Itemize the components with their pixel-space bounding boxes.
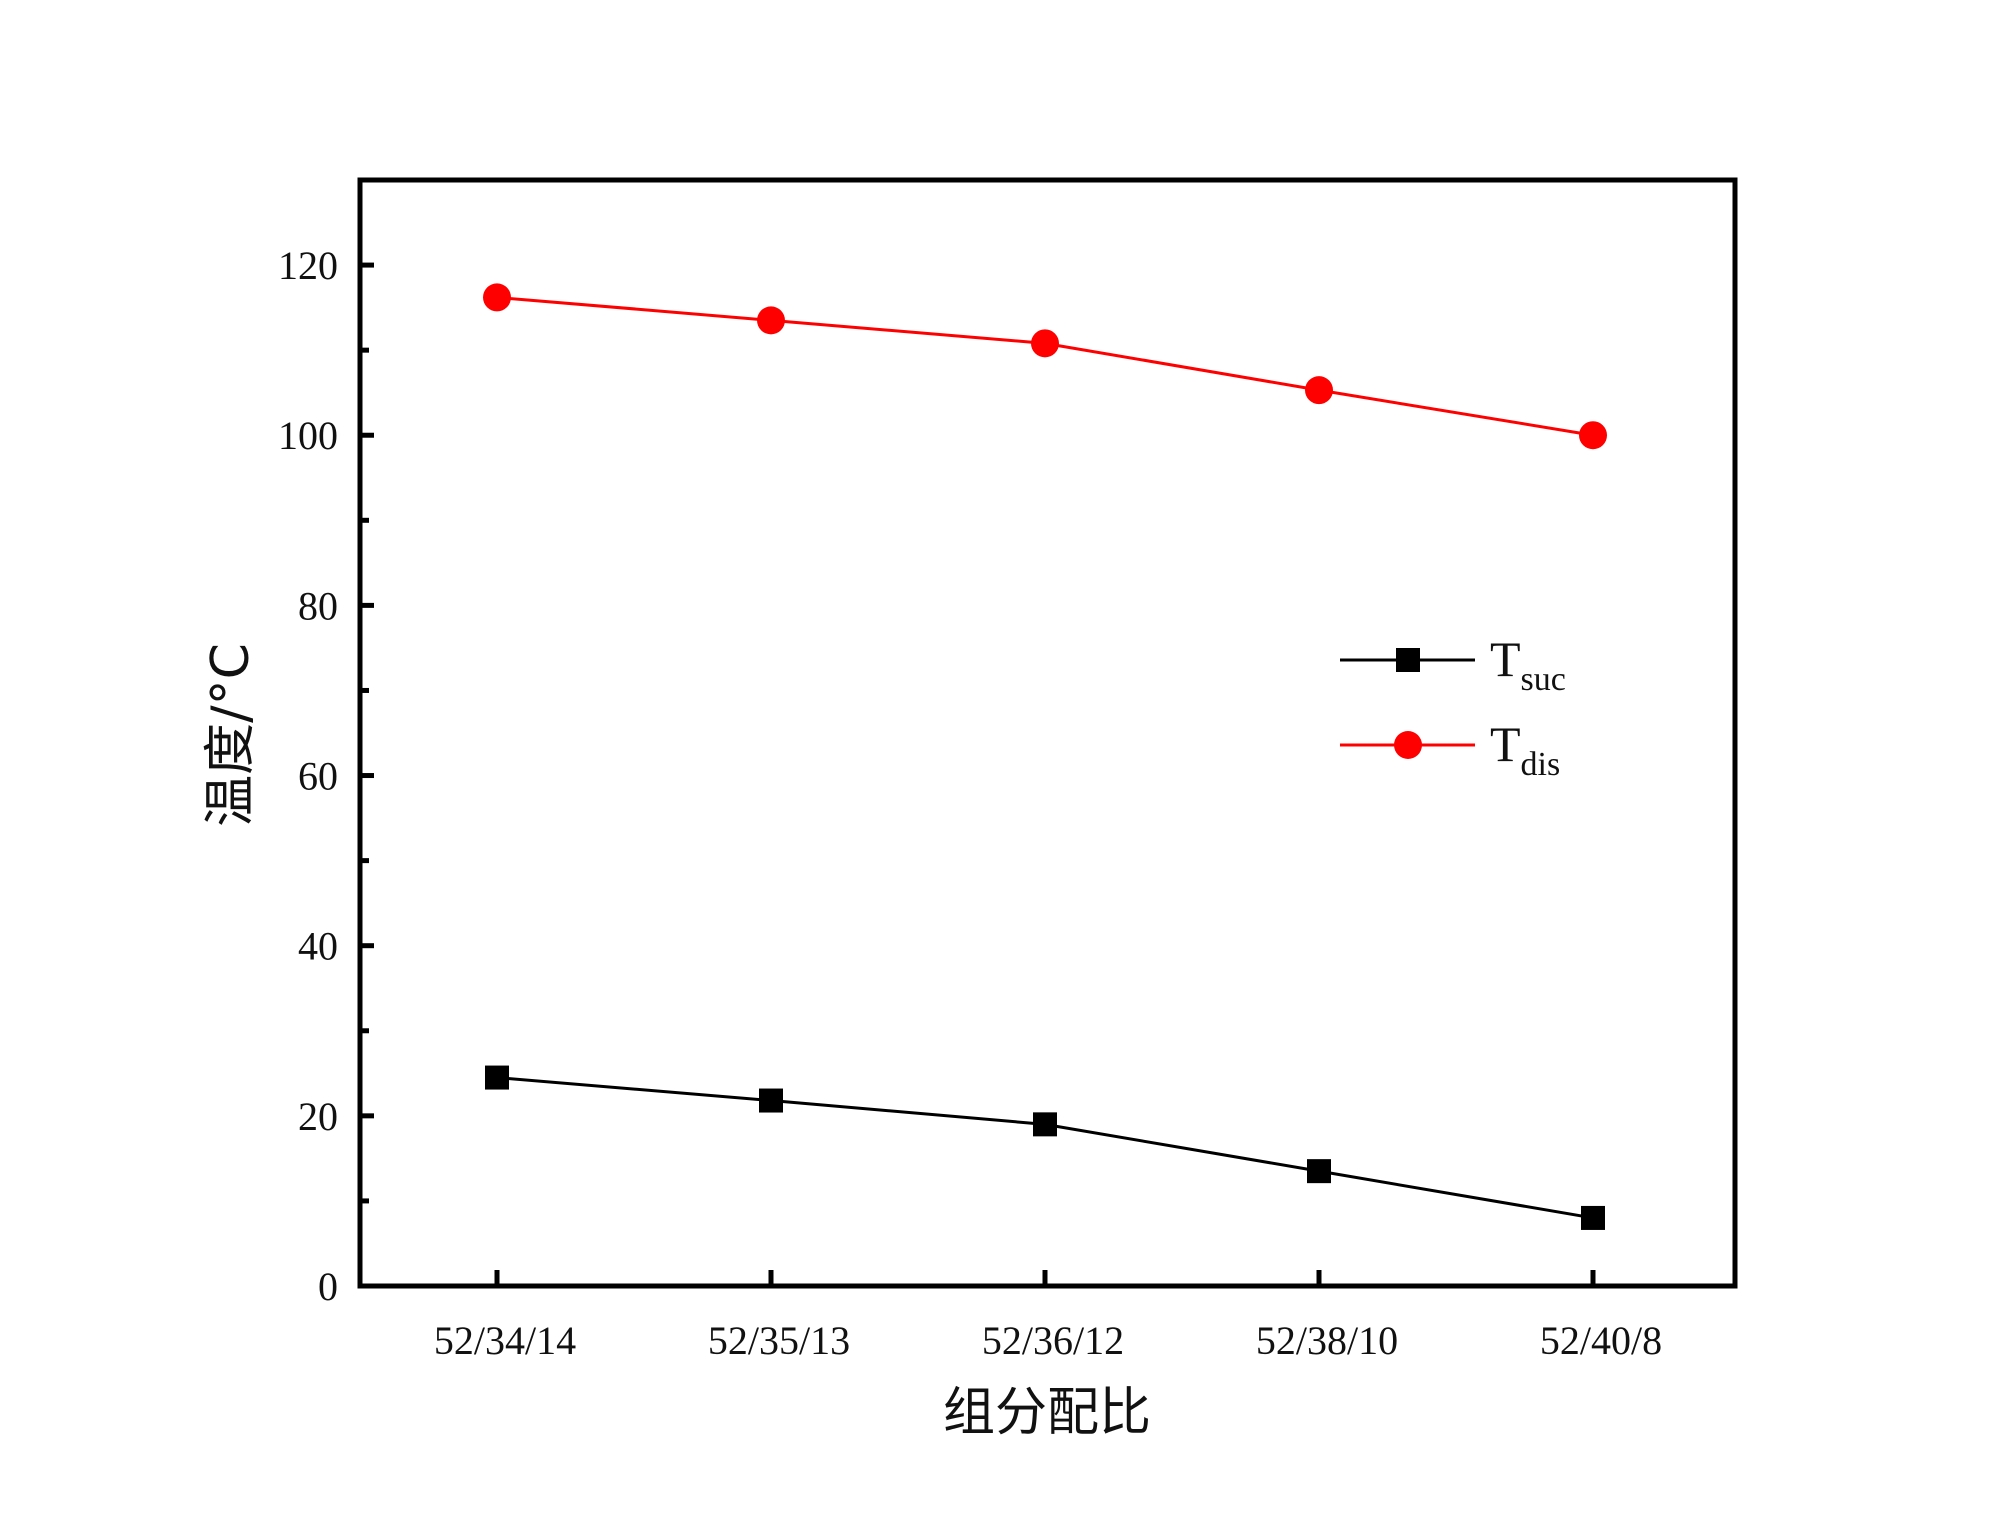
data-point-suc <box>1307 1159 1331 1184</box>
data-point-dis <box>1305 376 1333 405</box>
legend-label-dis: Tdis <box>1490 716 1560 783</box>
x-tick-label: 52/36/12 <box>982 1318 1124 1363</box>
x-tick-label: 52/40/8 <box>1540 1318 1662 1363</box>
chart-marks <box>483 283 1607 1230</box>
y-tick-label: 80 <box>298 583 338 628</box>
x-axis-title: 组分配比 <box>943 1383 1151 1443</box>
data-point-suc <box>1033 1112 1057 1137</box>
y-tick-label: 0 <box>318 1264 338 1309</box>
legend-label-suc: Tsuc <box>1490 631 1566 698</box>
data-point-dis <box>1031 329 1059 358</box>
series-line-dis <box>496 295 1594 437</box>
y-tick-label: 40 <box>298 924 338 969</box>
y-tick-label: 100 <box>278 413 338 458</box>
y-tick-label: 20 <box>298 1094 338 1139</box>
x-tick-label: 52/34/14 <box>434 1318 576 1363</box>
data-point-dis <box>1579 421 1607 450</box>
y-tick-label: 120 <box>278 243 338 288</box>
data-point-suc <box>759 1088 783 1113</box>
y-tick-label: 60 <box>298 754 338 799</box>
data-point-suc <box>1581 1205 1605 1230</box>
data-point-dis <box>483 283 511 312</box>
data-point-suc <box>485 1065 509 1090</box>
y-axis: 0 20 40 60 80 100 120 <box>278 243 374 1309</box>
x-axis: 52/34/14 52/35/13 52/36/12 52/38/10 52/40/8 <box>434 1270 1662 1363</box>
x-tick-label: 52/35/13 <box>708 1318 850 1363</box>
data-point-dis <box>757 306 785 335</box>
series-line-suc <box>496 1076 1594 1220</box>
legend-marker-suc <box>1396 648 1420 672</box>
legend-marker-dis <box>1394 731 1422 759</box>
legend: Tsuc Tdis <box>1340 631 1566 783</box>
x-tick-label: 52/38/10 <box>1256 1318 1398 1363</box>
y-axis-title: 温度/°C <box>201 643 261 827</box>
